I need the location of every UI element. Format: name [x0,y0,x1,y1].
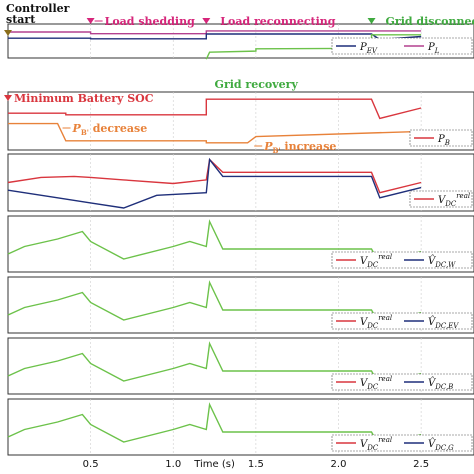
event-marker-reconnect [202,18,211,24]
series-line [7,341,422,387]
legend-box [409,190,473,208]
event-label-disconnect: Grid disconnection [386,15,474,28]
series-line [205,34,422,60]
event-marker-shedding [86,18,95,24]
x-tick-label: 0.5 [83,459,99,470]
event-label-controller: Controller [6,2,70,15]
legend-label: V̂DC,B [428,377,453,391]
legend-label: V̂DC,EV [428,316,459,330]
legend-label: VDCreal [360,314,392,330]
legend-label: VDCreal [360,436,392,452]
legend-box [331,373,473,391]
annotation-grid-recovery: Grid recovery [215,78,299,91]
annotation-pb-increase: PB' increase [263,140,336,155]
series-line [7,219,422,265]
legend-label: VDCreal [438,192,470,208]
legend-label: V̂DC,W [428,255,456,269]
series-line [7,402,422,448]
panel-frame [7,153,474,212]
x-tick-label: 1.5 [248,459,264,470]
legend-box [331,37,473,55]
series-line [8,30,422,35]
legend-label: V̂DC,G [428,438,454,452]
event-label-shedding: Load shedding [105,15,195,28]
event-label-reconnect: Load reconnecting [220,15,335,28]
event-marker-controller [4,30,12,36]
event-marker-disconnect [367,18,376,24]
annotation-min-soc: Minimum Battery SOC [14,92,154,105]
annotation-pb-decrease: PB' decrease [72,122,148,137]
series-line [7,157,422,209]
legend-box [331,251,473,269]
legend-box [331,434,473,452]
minimum-soc-marker [4,95,12,101]
x-tick-label: 2.0 [331,459,347,470]
event-label-start: start [6,13,36,26]
series-line [7,158,422,194]
x-tick-label: 1.0 [165,459,181,470]
x-tick-label: 2.5 [413,459,429,470]
x-axis-label: Time (s) [193,459,235,470]
legend-label: PEV [359,42,378,55]
series-line [7,280,422,326]
legend-box [409,129,473,147]
series-line [8,98,422,120]
legend-box [331,312,473,330]
legend-label: PL [427,42,440,55]
series-line [8,122,422,144]
legend-label: PB [437,134,450,147]
legend-label: VDCreal [360,253,392,269]
legend-label: VDCreal [360,375,392,391]
